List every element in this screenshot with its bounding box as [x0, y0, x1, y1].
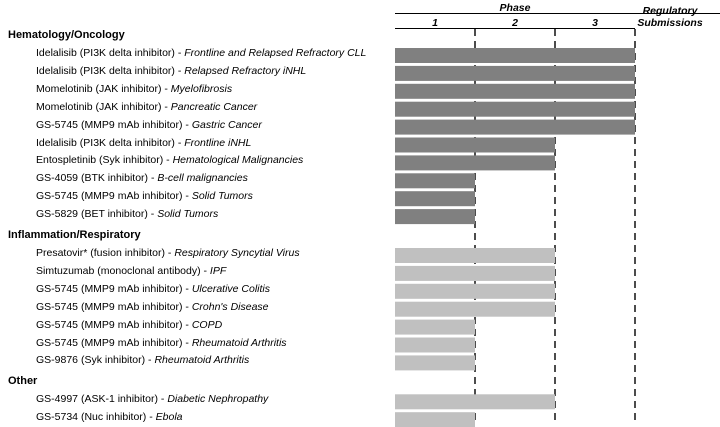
row-indication: Frontline iNHL	[184, 136, 252, 149]
phase-tick-1: 1	[432, 17, 438, 29]
section-heading: Other	[8, 375, 38, 388]
row-compound: Simtuzumab (monoclonal antibody) -	[36, 264, 210, 277]
row-indication: Myelofibrosis	[170, 82, 233, 95]
phase-bar	[395, 48, 635, 63]
row-indication: Hematological Malignancies	[172, 154, 304, 167]
row-compound: GS-5745 (MMP9 mAb inhibitor) -	[36, 300, 192, 313]
row-indication: Crohn's Disease	[191, 300, 269, 313]
phase-bar	[395, 319, 475, 335]
phase-bar	[395, 265, 555, 281]
row-indication: Gastric Cancer	[191, 118, 262, 131]
row-compound: GS-5745 (MMP9 mAb inhibitor) -	[36, 318, 192, 331]
phase-bar	[395, 101, 635, 117]
row-indication: Solid Tumors	[157, 208, 219, 221]
phase-bar	[395, 394, 555, 410]
phase-bar	[395, 412, 475, 427]
row-label: GS-5745 (MMP9 mAb inhibitor) - Ulcerativ…	[36, 282, 270, 296]
row-indication: Respiratory Syncytial Virus	[174, 247, 300, 259]
row-label: Presatovir* (fusion inhibitor) - Respira…	[36, 246, 300, 260]
row-label: GS-4059 (BTK inhibitor) - B-cell maligna…	[36, 171, 248, 185]
row-label: GS-5745 (MMP9 mAb inhibitor) - Rheumatoi…	[36, 336, 287, 350]
section-heading: Inflammation/Respiratory	[8, 229, 141, 241]
regulatory-header-line2: Submissions	[637, 17, 703, 29]
row-compound: GS-5745 (MMP9 mAb inhibitor) -	[36, 118, 192, 131]
row-compound: Momelotinib (JAK inhibitor) -	[36, 82, 171, 95]
phase-bar	[395, 137, 555, 153]
row-compound: GS-4059 (BTK inhibitor) -	[36, 172, 158, 185]
row-indication: COPD	[191, 318, 223, 331]
row-indication: Rheumatoid Arthritis	[154, 354, 250, 367]
phase-bar	[395, 173, 475, 189]
row-compound: GS-5745 (MMP9 mAb inhibitor) -	[36, 336, 192, 349]
phase-bar	[395, 119, 635, 135]
row-compound: GS-5745 (MMP9 mAb inhibitor) -	[36, 282, 192, 295]
row-indication: Relapsed Refractory iNHL	[184, 64, 307, 77]
row-indication: Ebola	[155, 411, 183, 424]
row-compound: Entospletinib (Syk inhibitor) -	[36, 154, 173, 167]
row-label: GS-5734 (Nuc inhibitor) - Ebola	[36, 410, 183, 424]
row-indication: Solid Tumors	[191, 190, 253, 203]
row-compound: Idelalisib (PI3K delta inhibitor) -	[36, 64, 185, 77]
phase-bar	[395, 191, 475, 207]
row-indication: Pancreatic Cancer	[170, 100, 258, 113]
row-compound: GS-5829 (BET inhibitor) -	[36, 208, 158, 221]
row-indication: Rheumatoid Arthritis	[191, 336, 287, 349]
phase-tick-2: 2	[512, 17, 518, 29]
row-compound: GS-9876 (Syk inhibitor) -	[36, 354, 155, 367]
row-compound: Idelalisib (PI3K delta inhibitor) -	[36, 47, 185, 59]
row-compound: GS-4997 (ASK-1 inhibitor) -	[36, 393, 168, 406]
row-compound: GS-5745 (MMP9 mAb inhibitor) -	[36, 190, 192, 203]
phase-bar	[395, 337, 475, 353]
row-label: Idelalisib (PI3K delta inhibitor) - Rela…	[36, 64, 306, 78]
row-label: GS-5829 (BET inhibitor) - Solid Tumors	[36, 207, 218, 221]
row-indication: IPF	[209, 264, 227, 277]
row-label: GS-5745 (MMP9 mAb inhibitor) - Gastric C…	[36, 118, 262, 132]
row-indication: Frontline and Relapsed Refractory CLL	[184, 47, 367, 59]
phase-bar	[395, 65, 635, 81]
row-indication: Ulcerative Colitis	[191, 282, 270, 295]
phase-bar	[395, 83, 635, 99]
row-label: Idelalisib (PI3K delta inhibitor) - Fron…	[36, 136, 251, 150]
row-label: Momelotinib (JAK inhibitor) - Myelofibro…	[36, 82, 232, 96]
phase-bar	[395, 248, 555, 263]
row-label: GS-9876 (Syk inhibitor) - Rheumatoid Art…	[36, 353, 249, 367]
row-label: GS-5745 (MMP9 mAb inhibitor) - COPD	[36, 318, 222, 332]
row-label: Simtuzumab (monoclonal antibody) - IPF	[36, 264, 226, 278]
phase-bar	[395, 155, 555, 171]
row-compound: GS-5734 (Nuc inhibitor) -	[36, 411, 156, 424]
phase-tick-3: 3	[592, 17, 598, 29]
row-label: GS-5745 (MMP9 mAb inhibitor) - Crohn's D…	[36, 300, 269, 314]
row-indication: Diabetic Nephropathy	[167, 393, 269, 406]
row-compound: Momelotinib (JAK inhibitor) -	[36, 100, 171, 113]
row-indication: B-cell malignancies	[157, 172, 248, 185]
regulatory-header-line1: Regulatory	[642, 5, 698, 17]
phase-bar	[395, 355, 475, 371]
phase-bar	[395, 283, 555, 299]
row-compound: Idelalisib (PI3K delta inhibitor) -	[36, 136, 185, 149]
phase-bar	[395, 301, 555, 317]
phase-axis-title: Phase	[499, 2, 531, 14]
row-label: Entospletinib (Syk inhibitor) - Hematolo…	[36, 153, 303, 167]
row-compound: Presatovir* (fusion inhibitor) -	[36, 247, 175, 259]
section-heading: Hematology/Oncology	[8, 29, 125, 41]
row-label: Momelotinib (JAK inhibitor) - Pancreatic…	[36, 100, 257, 114]
row-label: GS-4997 (ASK-1 inhibitor) - Diabetic Nep…	[36, 392, 268, 406]
row-label: GS-5745 (MMP9 mAb inhibitor) - Solid Tum…	[36, 189, 253, 203]
row-label: Idelalisib (PI3K delta inhibitor) - Fron…	[36, 46, 366, 60]
phase-bar	[395, 209, 475, 225]
